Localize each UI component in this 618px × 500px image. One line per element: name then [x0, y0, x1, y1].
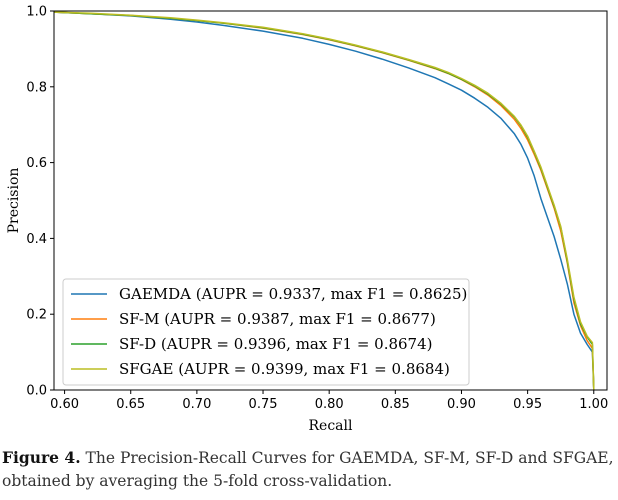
x-tick-label: 0.95 [513, 397, 542, 412]
series-line-3 [53, 11, 595, 391]
axes-frame [53, 10, 608, 391]
y-tick-label: 0.2 [26, 308, 47, 323]
x-tick-label: 0.70 [182, 397, 211, 412]
plot-area [53, 11, 595, 391]
x-tick-label: 0.90 [447, 397, 476, 412]
legend-label: SF-D (AUPR = 0.9396, max F1 = 0.8674) [119, 335, 433, 353]
pr-curve-chart: 0.60 0.65 0.70 0.75 0.80 0.85 0.90 0.95 1.00 0.0… [6, 5, 608, 435]
legend-box [62, 278, 470, 386]
y-tick-label: 0.4 [26, 232, 47, 247]
x-axis: 0.60 0.65 0.70 0.75 0.80 0.85 0.90 0.95 1.00 [50, 390, 608, 412]
legend-label: SF-M (AUPR = 0.9387, max F1 = 0.8677) [119, 310, 436, 328]
x-tick-label: 0.75 [249, 397, 278, 412]
legend-label: GAEMDA (AUPR = 0.9337, max F1 = 0.8625) [119, 285, 467, 303]
x-tick-label: 0.60 [50, 397, 79, 412]
y-tick-label: 1.0 [26, 5, 47, 20]
y-axis: 0.0 0.2 0.4 0.6 0.8 1.0 [26, 5, 54, 399]
caption-label: Figure 4. [2, 448, 81, 467]
x-tick-label: 0.65 [116, 397, 145, 412]
figure-caption: Figure 4. The Precision-Recall Curves fo… [2, 446, 616, 493]
y-tick-label: 0.0 [26, 384, 47, 399]
y-tick-label: 0.6 [26, 156, 47, 171]
y-axis-title: Precision [6, 168, 22, 234]
legend: GAEMDA (AUPR = 0.9337, max F1 = 0.8625) S… [62, 278, 470, 386]
x-axis-title: Recall [309, 418, 353, 434]
legend-label: SFGAE (AUPR = 0.9399, max F1 = 0.8684) [119, 360, 450, 378]
y-tick-label: 0.8 [26, 80, 47, 95]
caption-text: The Precision-Recall Curves for GAEMDA, … [2, 449, 614, 490]
x-tick-label: 0.80 [315, 397, 344, 412]
series-line-0 [53, 11, 595, 391]
x-tick-label: 0.85 [381, 397, 410, 412]
x-tick-label: 1.00 [579, 397, 608, 412]
